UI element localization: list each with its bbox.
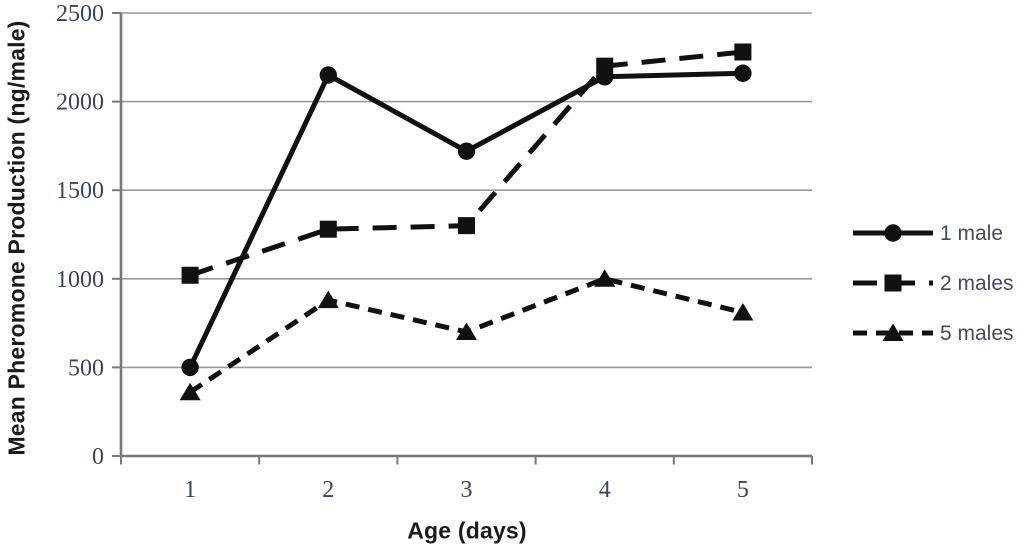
marker-1-male-day-1: [181, 358, 199, 377]
y-axis-title: Mean Pheromone Production (ng/male): [3, 20, 30, 456]
series-line-2-males: [189, 49, 744, 278]
x-tick-label-1: 1: [184, 477, 196, 503]
legend-marker-1-male: [884, 224, 902, 242]
legend-label-1-male: 1 male: [940, 222, 1003, 245]
marker-2-males-day-5: [734, 43, 752, 61]
y-tick-label-1500: 1500: [56, 178, 104, 204]
legend-marker-2-males: [884, 274, 902, 292]
marker-1-male-day-3: [457, 142, 476, 160]
legend-label-5-males: 5 males: [940, 322, 1014, 345]
x-tick-label-3: 3: [461, 477, 473, 503]
y-tick-label-0: 0: [92, 444, 104, 470]
marker-5-males-day-4: [594, 269, 616, 287]
marker-5-males-day-1: [179, 382, 201, 401]
y-tick-label-2000: 2000: [56, 90, 104, 116]
legend-label-2-males: 2 males: [940, 272, 1014, 295]
legend-marker-5-males: [882, 323, 904, 341]
marker-5-males-day-2: [317, 290, 339, 309]
x-tick-label-4: 4: [599, 477, 611, 503]
marker-1-male-day-2: [319, 66, 337, 84]
x-axis-title: Age (days): [407, 517, 527, 544]
marker-2-males-day-3: [458, 217, 475, 235]
y-tick-label-2500: 2500: [56, 1, 104, 27]
x-tick-label-2: 2: [322, 477, 334, 503]
marker-5-males-day-3: [456, 322, 477, 340]
marker-2-males-day-2: [319, 220, 337, 238]
x-tick-label-5: 5: [737, 477, 749, 503]
marker-5-males-day-5: [732, 302, 754, 321]
marker-2-males-day-4: [596, 57, 614, 75]
y-tick-label-1000: 1000: [56, 267, 104, 293]
y-tick-label-500: 500: [68, 355, 104, 381]
marker-2-males-day-1: [181, 266, 199, 284]
marker-1-male-day-5: [734, 64, 752, 82]
